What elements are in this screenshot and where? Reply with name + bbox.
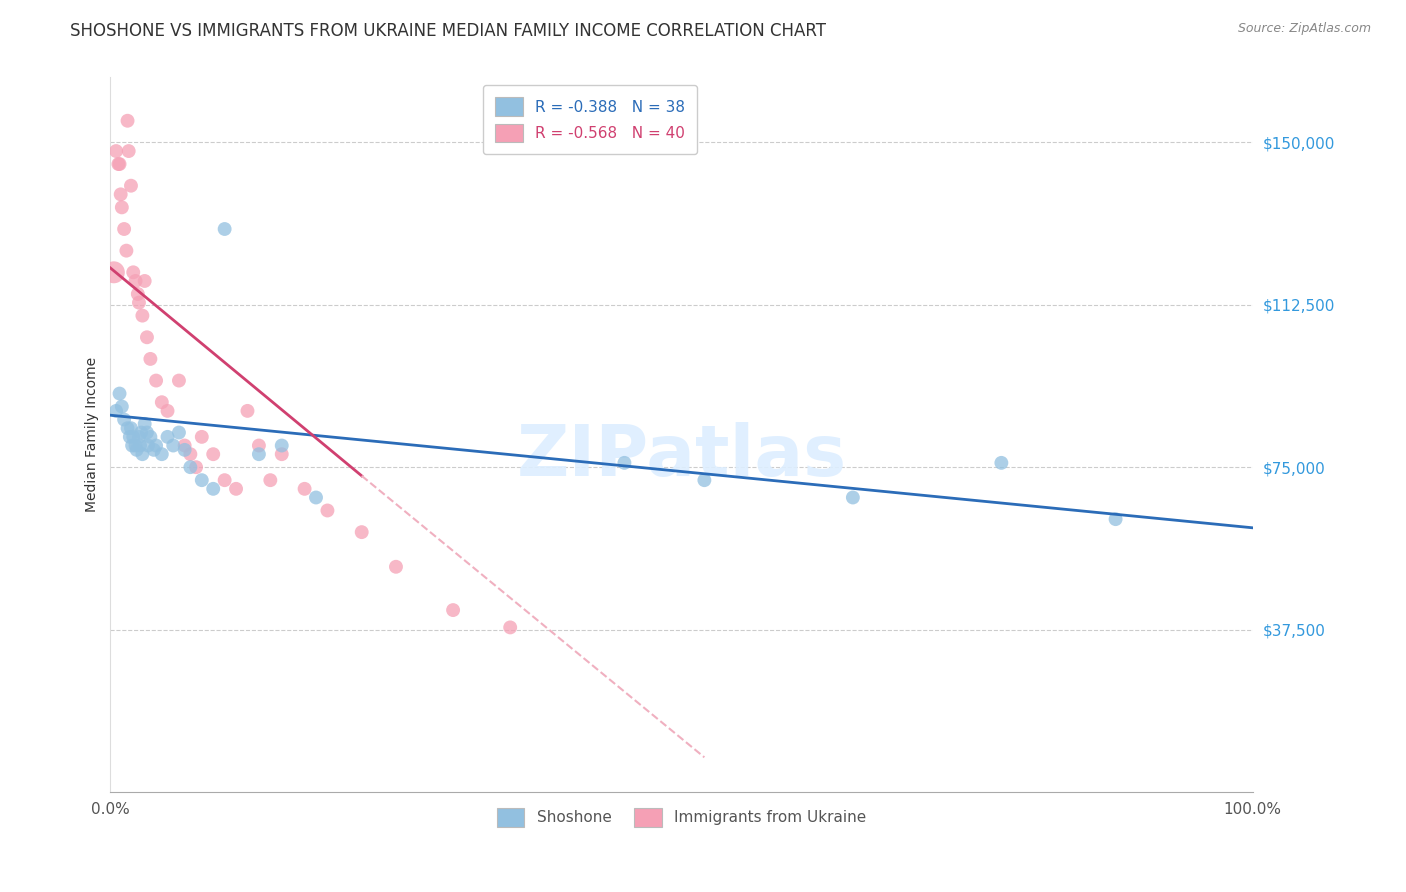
Point [294,482,316,496]
Point [124,438,146,452]
Point [162,438,184,452]
Point [385,559,408,574]
Point [173,442,195,457]
Point [128,430,150,444]
Point [111,200,134,214]
Point [117,113,139,128]
Point [112,412,135,426]
Point [112,222,135,236]
Point [139,351,162,366]
Point [990,456,1012,470]
Point [173,438,195,452]
Point [191,473,214,487]
Point [499,620,522,634]
Point [107,157,129,171]
Point [202,482,225,496]
Text: Source: ZipAtlas.com: Source: ZipAtlas.com [1237,22,1371,36]
Point [120,421,142,435]
Point [139,430,162,444]
Point [693,473,716,487]
Point [259,473,281,487]
Point [1104,512,1126,526]
Point [115,244,138,258]
Point [117,421,139,435]
Point [118,144,141,158]
Point [156,430,179,444]
Y-axis label: Median Family Income: Median Family Income [86,357,100,512]
Point [129,438,152,452]
Point [121,438,143,452]
Point [613,456,636,470]
Point [179,460,201,475]
Point [131,447,153,461]
Point [167,374,190,388]
Point [214,473,236,487]
Point [179,447,201,461]
Point [120,178,142,193]
Point [122,265,145,279]
Point [350,525,373,540]
Point [236,404,259,418]
Point [105,404,128,418]
Point [129,425,152,440]
Point [105,144,128,158]
Text: SHOSHONE VS IMMIGRANTS FROM UKRAINE MEDIAN FAMILY INCOME CORRELATION CHART: SHOSHONE VS IMMIGRANTS FROM UKRAINE MEDI… [70,22,827,40]
Point [150,395,173,409]
Point [225,482,247,496]
Point [270,447,292,461]
Point [214,222,236,236]
Point [111,400,134,414]
Point [842,491,865,505]
Point [136,425,159,440]
Point [118,430,141,444]
Point [108,157,131,171]
Point [108,386,131,401]
Point [150,447,173,461]
Point [156,404,179,418]
Point [145,374,167,388]
Point [124,274,146,288]
Legend: Shoshone, Immigrants from Ukraine: Shoshone, Immigrants from Ukraine [489,800,875,834]
Point [134,417,156,431]
Point [247,438,270,452]
Point [142,442,165,457]
Point [110,187,132,202]
Text: ZIPatlas: ZIPatlas [516,422,846,491]
Point [184,460,207,475]
Point [131,309,153,323]
Point [122,430,145,444]
Point [103,265,125,279]
Point [145,438,167,452]
Point [136,330,159,344]
Point [305,491,328,505]
Point [128,295,150,310]
Point [125,442,148,457]
Point [127,287,149,301]
Point [167,425,190,440]
Point [270,438,292,452]
Point [316,503,339,517]
Point [247,447,270,461]
Point [136,438,159,452]
Point [202,447,225,461]
Point [441,603,464,617]
Point [191,430,214,444]
Point [134,274,156,288]
